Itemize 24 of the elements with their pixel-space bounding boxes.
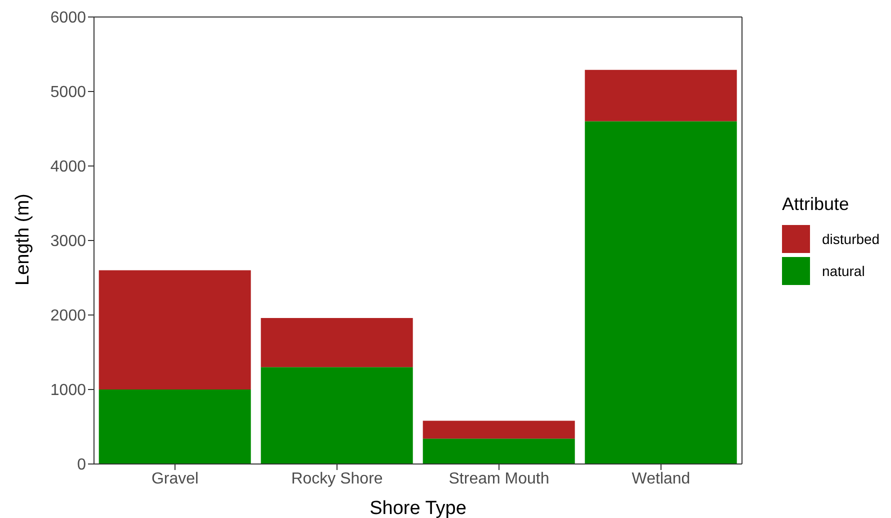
- y-tick-label: 5000: [50, 84, 86, 102]
- bar: [422, 420, 575, 439]
- legend-title: Attribute: [782, 194, 850, 215]
- y-tick-label: 0: [77, 456, 86, 474]
- y-axis-title: Length (m): [12, 194, 34, 286]
- bar: [98, 270, 251, 390]
- y-tick-label: 3000: [50, 233, 86, 250]
- x-tick-label: Wetland: [632, 470, 690, 488]
- y-tick-label: 6000: [50, 10, 86, 27]
- bar: [422, 438, 575, 464]
- bar: [260, 367, 413, 464]
- y-tick-label: 2000: [50, 308, 86, 325]
- x-tick-label: Rocky Shore: [291, 470, 383, 488]
- x-tick-label: Stream Mouth: [448, 470, 550, 488]
- legend-label: natural: [822, 263, 865, 279]
- x-tick-label: Gravel: [151, 470, 199, 488]
- y-tick-label: 4000: [50, 158, 86, 176]
- bar: [260, 318, 413, 368]
- legend-label: disturbed: [822, 231, 880, 247]
- y-tick-label: 1000: [50, 382, 86, 400]
- bar: [584, 121, 737, 464]
- bar: [584, 70, 737, 122]
- bar: [98, 390, 251, 464]
- x-axis-title: Shore Type: [370, 498, 466, 518]
